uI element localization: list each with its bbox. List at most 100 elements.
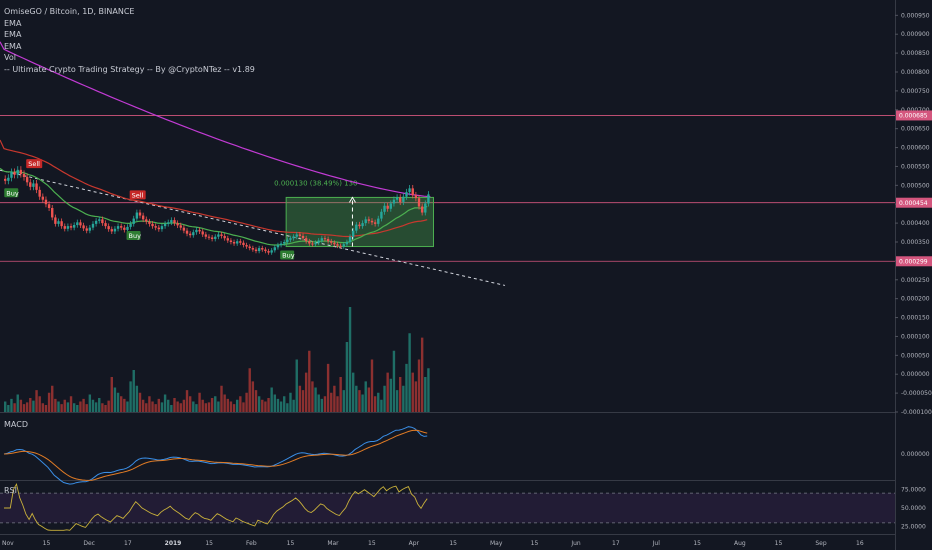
volume-bar [389, 378, 393, 412]
volume-bar [29, 398, 32, 412]
trendline [0, 169, 506, 286]
legend-strategy[interactable]: -- Ultimate Crypto Trading Strategy -- B… [4, 64, 255, 74]
legend-symbol-title[interactable]: OmiseGO / Bitcoin, 1D, BINANCE [4, 7, 135, 16]
candle-body [195, 229, 198, 233]
volume-bar [248, 368, 251, 412]
candle-body [198, 229, 201, 232]
price-axis-label: 0.000900 [901, 31, 930, 38]
candle-body [320, 238, 324, 241]
ema-mid-line [0, 139, 428, 238]
candle-body [264, 249, 267, 252]
macd-line [3, 426, 428, 485]
candle-body [29, 182, 32, 187]
volume-bar [292, 399, 295, 412]
volume-bar [276, 398, 280, 412]
signal-label: Sell [28, 160, 40, 168]
volume-bar [198, 392, 201, 412]
volume-bar [417, 359, 421, 412]
price-level-badge [896, 197, 932, 208]
candle-body [163, 223, 167, 227]
candle-body [361, 223, 364, 227]
candle-body [22, 174, 26, 178]
price-axis-label: 0.000000 [901, 371, 930, 378]
volume-bar [135, 385, 139, 412]
rsi-axis-label: 50.0000 [901, 505, 926, 512]
candle-body [98, 219, 101, 221]
macd-pane-title[interactable]: MACD [4, 420, 28, 429]
candle-body [101, 219, 104, 224]
volume-bar [408, 333, 411, 412]
candle-body [232, 242, 236, 244]
candle-body [308, 241, 311, 244]
candle-body [182, 227, 186, 231]
time-axis-label: Feb [246, 540, 257, 547]
legend-ema-2[interactable]: EMA [4, 30, 22, 39]
candle-body [116, 226, 120, 229]
time-axis-label: Aug [734, 540, 746, 547]
candle-body [57, 221, 60, 224]
volume-bar [210, 398, 214, 412]
legend-volume[interactable]: Vol [4, 53, 16, 62]
candle-body [25, 177, 29, 183]
volume-bar [279, 401, 283, 412]
candle-body [151, 223, 154, 227]
volume-bar [44, 405, 48, 412]
volume-bar [126, 401, 129, 412]
candle-body [251, 248, 255, 250]
candle-body [185, 230, 189, 234]
candle-body [51, 208, 54, 218]
signal-marker [126, 231, 141, 241]
volume-bar [35, 390, 38, 412]
volume-bar [185, 390, 189, 412]
price-level-label: 0.000685 [899, 113, 928, 120]
candle-body [154, 226, 157, 228]
volume-bar [63, 399, 66, 412]
candle-body [276, 245, 280, 248]
volume-bar [380, 399, 383, 412]
volume-bar [345, 342, 349, 412]
signal-label: Buy [282, 251, 295, 259]
candle-body [326, 238, 330, 242]
volume-bar [314, 387, 317, 412]
volume-bar [148, 396, 151, 412]
candle-body [13, 172, 16, 175]
volume-bar [154, 404, 157, 412]
volume-bar [273, 394, 277, 412]
volume-bar [72, 403, 76, 412]
time-axis-label: Sep [815, 540, 827, 547]
candle-body [304, 238, 308, 242]
volume-bar [69, 396, 73, 412]
price-axis-label: 0.000050 [901, 352, 930, 359]
signal-marker [129, 190, 146, 200]
volume-bar [317, 394, 320, 412]
volume-bar [13, 403, 16, 412]
legend-ema-3[interactable]: EMA [4, 41, 22, 51]
rsi-axis-label: 25.0000 [901, 524, 926, 531]
time-axis-label: Mar [327, 540, 339, 547]
volume-bar [270, 387, 273, 412]
candle-body [395, 197, 399, 200]
volume-bar [283, 396, 286, 412]
time-axis-label: 15 [287, 540, 295, 547]
candle-body [204, 234, 208, 237]
signal-marker [280, 250, 295, 260]
volume-bar [129, 381, 132, 412]
rsi-pane-title[interactable]: RSI [4, 486, 17, 495]
volume-bar [226, 398, 229, 412]
time-axis-label: 15 [449, 540, 457, 547]
candle-body [10, 172, 13, 178]
signal-label: Buy [6, 189, 19, 197]
candle-body [123, 227, 126, 230]
candle-body [72, 225, 76, 228]
legend-ema-1[interactable]: EMA [4, 18, 22, 28]
candle-body [314, 242, 317, 245]
volume-bar [348, 307, 352, 412]
volume-bar [104, 405, 107, 412]
candle-body [248, 246, 251, 249]
candle-body [405, 192, 408, 197]
time-axis-label: 15 [368, 540, 376, 547]
volume-bar [239, 396, 242, 412]
volume-bar [367, 387, 371, 412]
price-axis-label: 0.000250 [901, 277, 930, 284]
